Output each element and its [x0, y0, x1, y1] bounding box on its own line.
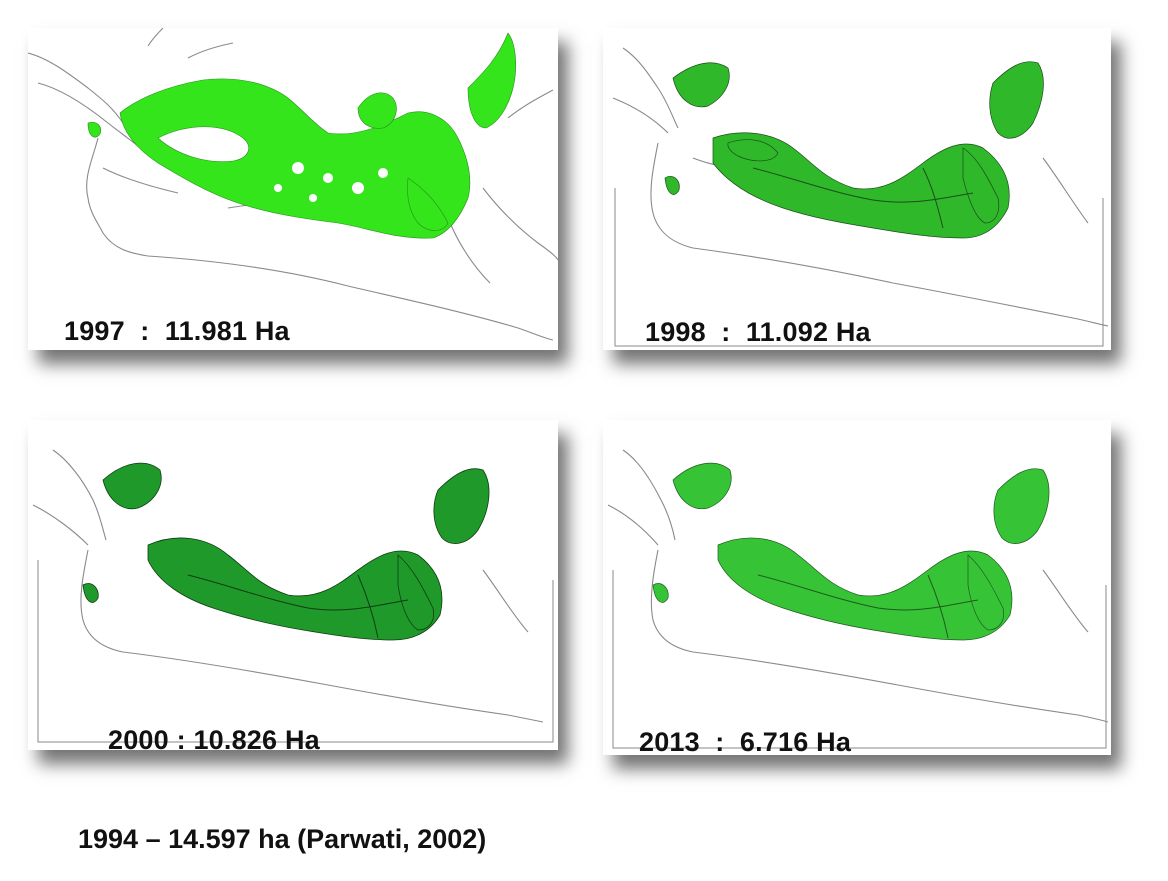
coastline [607, 449, 1109, 723]
reference-footnote: 1994 – 14.597 ha (Parwati, 2002) [78, 824, 487, 854]
mangrove-cover [664, 61, 1044, 239]
mangrove-speckle [274, 162, 388, 202]
map-frame [612, 570, 1107, 749]
mangrove-cover [652, 462, 1050, 641]
map-caption-2000: 2000 : 10.826 Ha [108, 725, 320, 750]
mangrove-cover [82, 462, 490, 641]
dark-channels [752, 167, 974, 229]
map-panel-1998: 1998 : 11.092 Ha [603, 28, 1111, 350]
coastline [32, 449, 544, 723]
map-caption-1998: 1998 : 11.092 Ha [645, 317, 871, 347]
mangrove-map-2000 [32, 449, 554, 743]
map-frame [37, 560, 554, 743]
dark-channels [757, 574, 979, 639]
coastline [612, 47, 1109, 327]
map-frame [614, 188, 1104, 347]
map-panel-2013: 2013 : 6.716 Ha [603, 420, 1111, 755]
mangrove-map-2013 [607, 449, 1109, 749]
map-caption-2013: 2013 : 6.716 Ha [639, 727, 852, 755]
mangrove-cover [87, 32, 517, 239]
map-panel-1997: 1997 : 11.981 Ha [28, 28, 558, 350]
mangrove-map-1998 [612, 47, 1109, 347]
map-panel-2000: 2000 : 10.826 Ha [28, 420, 558, 750]
dark-channels [187, 574, 409, 639]
map-caption-1997: 1997 : 11.981 Ha [64, 316, 290, 346]
mangrove-map-1997 [28, 28, 558, 341]
